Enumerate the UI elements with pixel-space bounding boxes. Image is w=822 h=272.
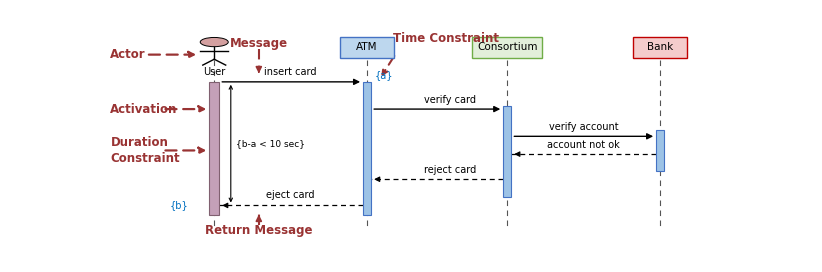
Text: Actor: Actor — [110, 48, 146, 61]
Text: insert card: insert card — [265, 67, 317, 77]
Text: Return Message: Return Message — [205, 224, 312, 237]
Bar — [633, 37, 687, 58]
Bar — [340, 37, 395, 58]
Text: Duration: Duration — [110, 136, 169, 149]
Text: verify account: verify account — [549, 122, 618, 132]
Bar — [363, 82, 372, 215]
Text: Message: Message — [230, 37, 288, 50]
Text: Consortium: Consortium — [477, 42, 538, 52]
Text: verify card: verify card — [424, 95, 476, 105]
Text: Time Constraint: Time Constraint — [393, 32, 499, 45]
Text: Bank: Bank — [647, 42, 673, 52]
Text: eject card: eject card — [266, 190, 315, 200]
Text: ATM: ATM — [357, 42, 378, 52]
Bar — [503, 106, 511, 197]
Text: {b}: {b} — [170, 200, 189, 211]
Text: {a}: {a} — [375, 70, 394, 80]
Bar — [472, 37, 543, 58]
Text: Activation: Activation — [110, 103, 178, 116]
Text: User: User — [203, 67, 225, 77]
Text: Constraint: Constraint — [110, 152, 180, 165]
Text: reject card: reject card — [424, 165, 476, 175]
Circle shape — [201, 38, 229, 47]
Bar — [209, 82, 219, 215]
Bar — [656, 130, 664, 171]
Text: account not ok: account not ok — [547, 140, 620, 150]
Text: {b-a < 10 sec}: {b-a < 10 sec} — [236, 139, 305, 148]
